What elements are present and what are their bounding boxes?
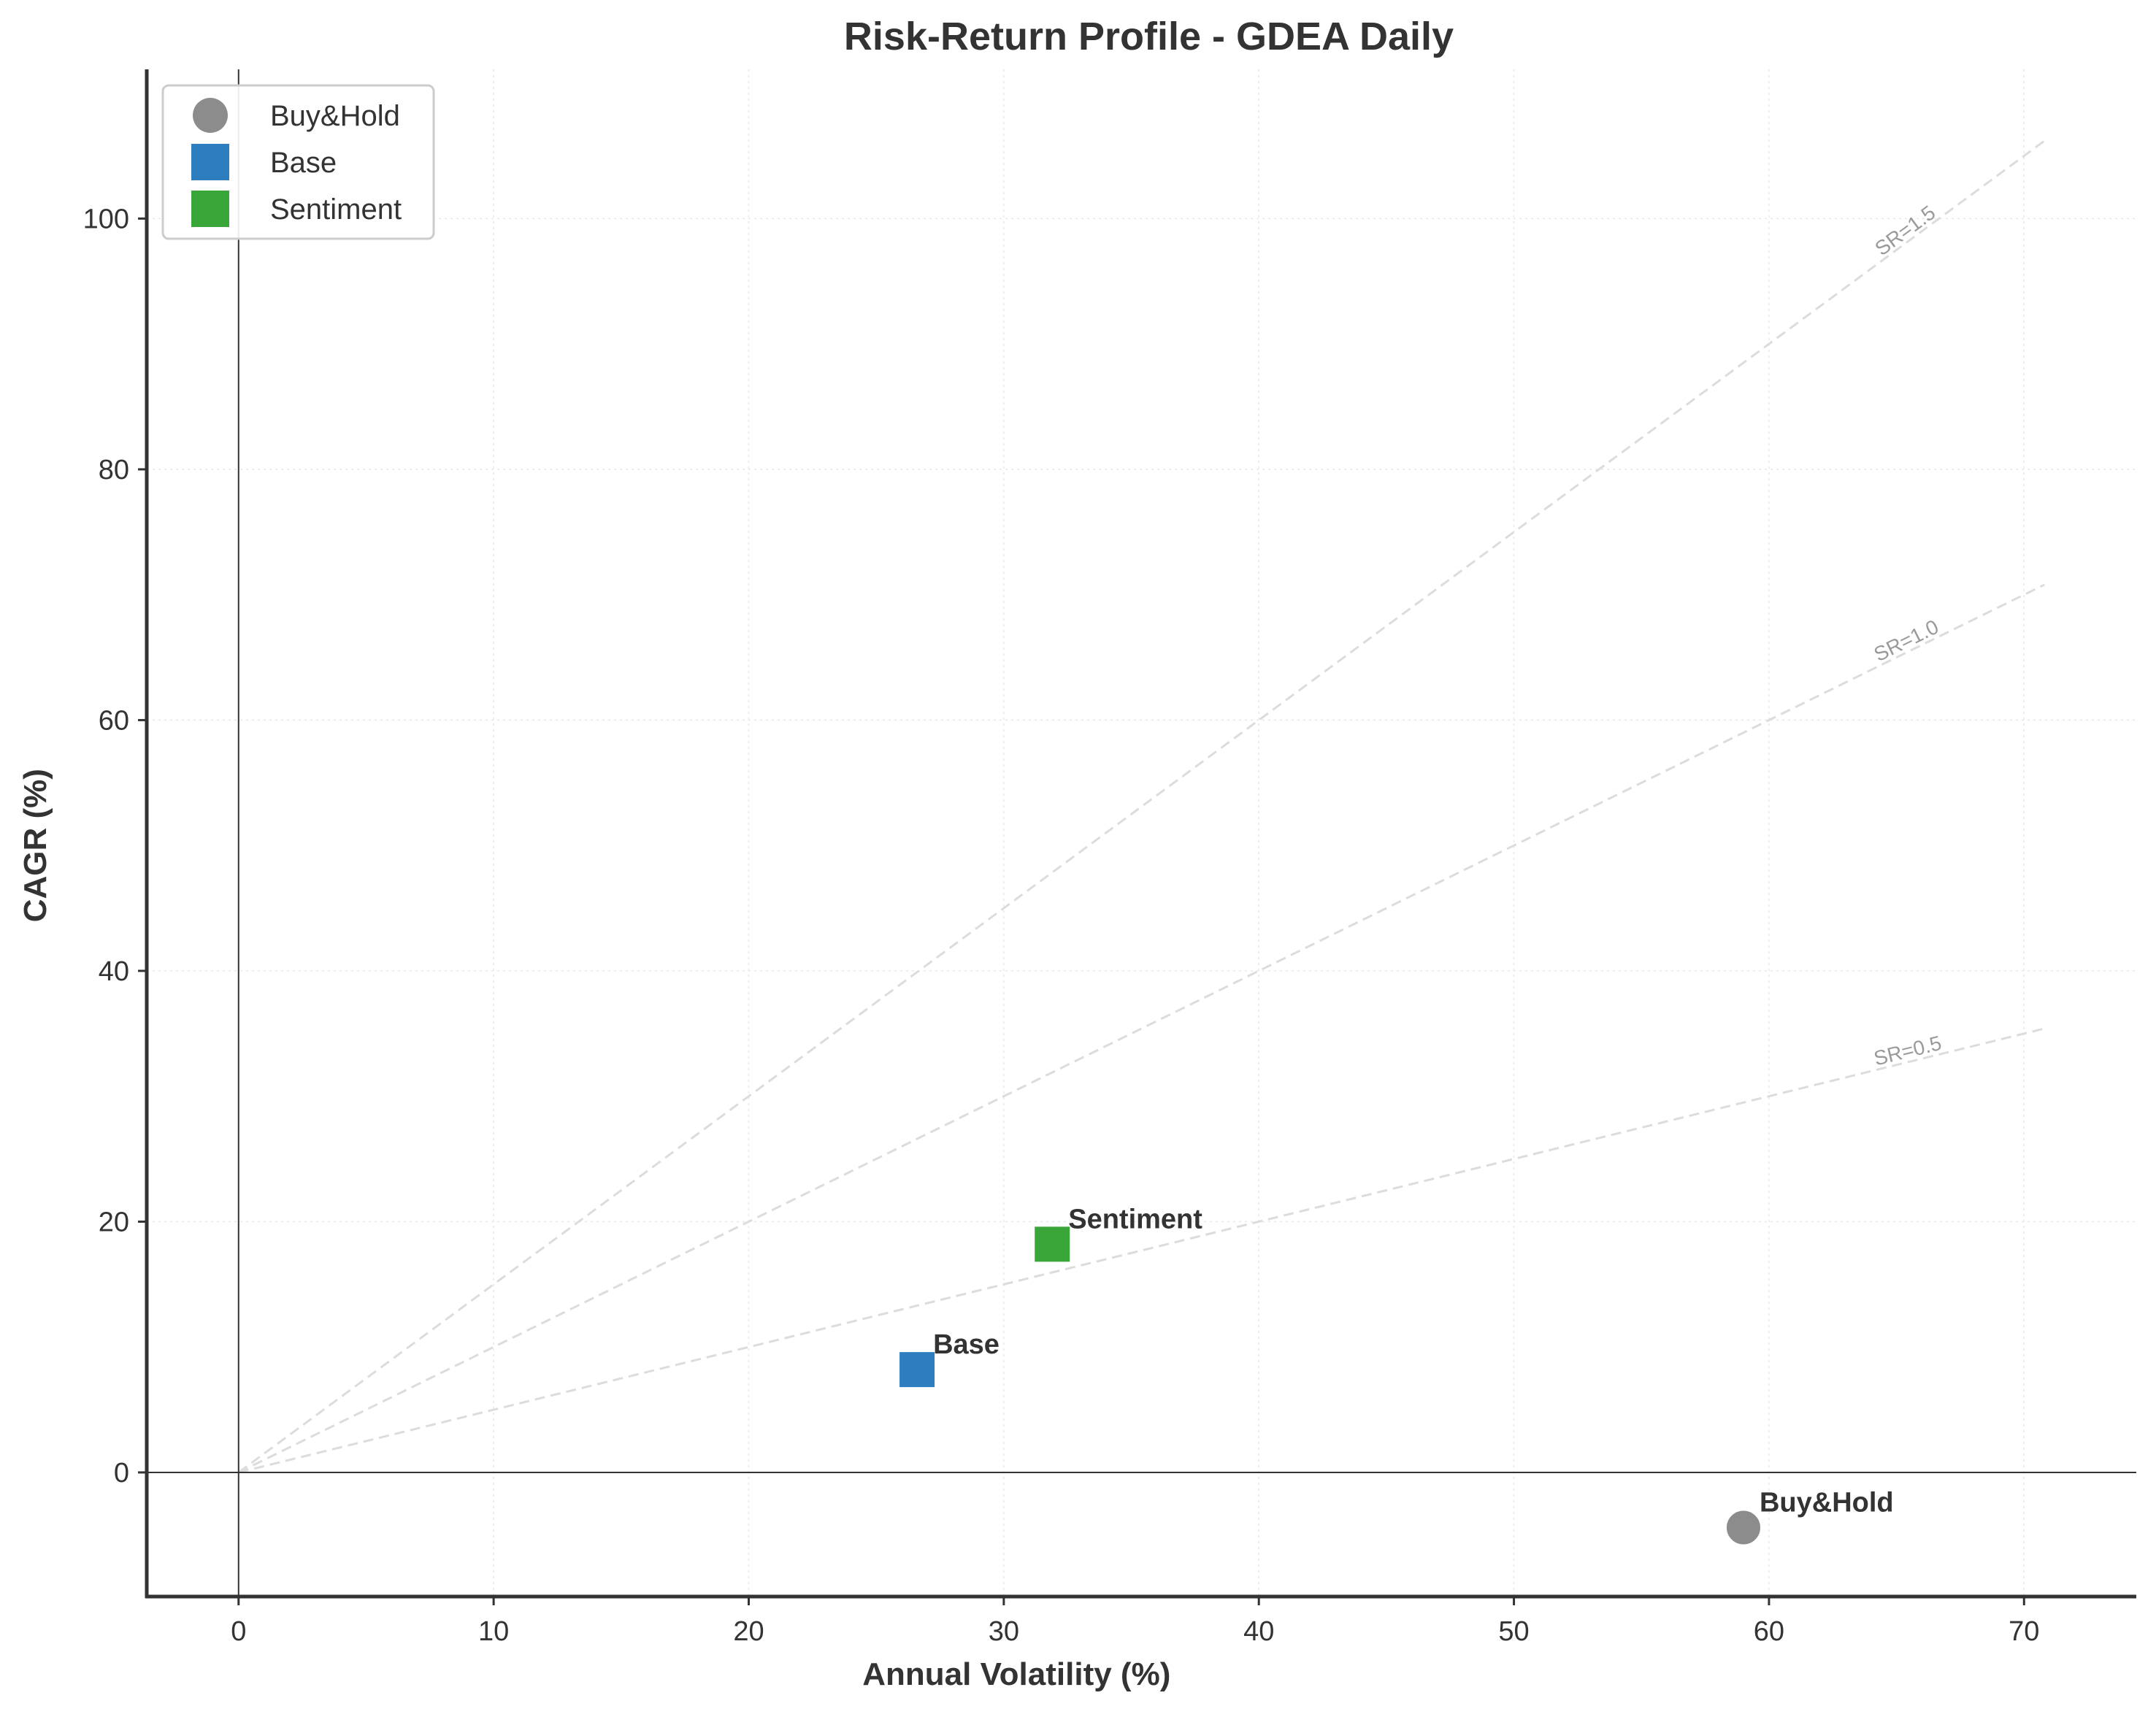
x-tick-label: 10 bbox=[478, 1616, 509, 1647]
x-tick-label: 30 bbox=[989, 1616, 1019, 1647]
y-tick-label: 0 bbox=[114, 1458, 129, 1489]
point-label: Base bbox=[933, 1329, 1000, 1360]
tick-labels: 0 10 20 30 40 50 60 70 0 20 40 60 80 100 bbox=[83, 204, 2040, 1647]
sharpe-line bbox=[238, 1027, 2045, 1474]
x-tick-label: 50 bbox=[1498, 1616, 1529, 1647]
y-tick-label: 100 bbox=[83, 204, 129, 234]
x-tick-label: 60 bbox=[1754, 1616, 1784, 1647]
point-label: Buy&Hold bbox=[1760, 1488, 1894, 1518]
point-label: Sentiment bbox=[1068, 1204, 1202, 1234]
legend: Buy&Hold Base Sentiment bbox=[161, 84, 435, 240]
x-tick-label: 0 bbox=[231, 1616, 246, 1647]
point-sentiment bbox=[1032, 1224, 1073, 1265]
legend-entry-label: Buy&Hold bbox=[270, 100, 400, 132]
legend-entry-label: Sentiment bbox=[270, 193, 402, 226]
point-buy-hold bbox=[1723, 1507, 1763, 1548]
sharpe-line bbox=[237, 139, 2046, 1474]
y-tick-label: 60 bbox=[99, 705, 129, 736]
legend-entry-label: Base bbox=[270, 147, 337, 179]
x-tick-label: 20 bbox=[733, 1616, 764, 1647]
sharpe-line bbox=[238, 583, 2045, 1474]
y-tick-label: 20 bbox=[99, 1207, 129, 1237]
x-axis-label: Annual Volatility (%) bbox=[862, 1656, 1170, 1692]
legend-marker-square bbox=[191, 191, 229, 227]
legend-marker-square bbox=[191, 144, 229, 180]
legend-box bbox=[161, 84, 435, 240]
y-tick-label: 80 bbox=[99, 455, 129, 485]
legend-marker-circle bbox=[193, 98, 228, 133]
axes bbox=[145, 69, 2136, 1599]
reference-lines bbox=[147, 69, 2136, 1597]
y-axis-label: CAGR (%) bbox=[18, 769, 53, 922]
x-tick-label: 40 bbox=[1243, 1616, 1274, 1647]
data-points: Buy&Hold Base Sentiment bbox=[897, 1204, 1894, 1548]
chart-title: Risk-Return Profile - GDEA Daily bbox=[844, 15, 1454, 58]
y-tick-label: 40 bbox=[99, 956, 129, 987]
x-tick-label: 70 bbox=[2009, 1616, 2039, 1647]
point-base bbox=[897, 1349, 938, 1391]
